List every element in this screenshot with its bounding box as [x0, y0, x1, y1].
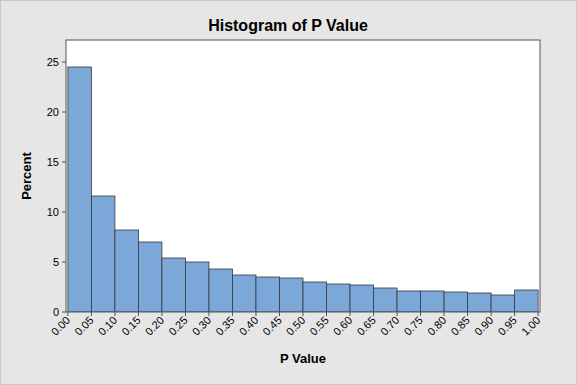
x-axis-label: P Value — [280, 351, 326, 366]
plot-frame — [66, 40, 540, 312]
x-tick-label: 0.60 — [331, 314, 355, 338]
x-tick-label: 0.40 — [237, 314, 261, 338]
x-tick-label: 0.05 — [72, 314, 96, 338]
x-tick-label: 0.25 — [166, 314, 190, 338]
bar — [491, 295, 515, 312]
x-tick — [467, 312, 468, 316]
bar — [162, 258, 186, 312]
x-tick — [326, 312, 327, 316]
x-tick — [255, 312, 256, 316]
background — [0, 0, 577, 385]
x-tick — [303, 312, 304, 316]
bar — [397, 291, 421, 312]
y-tick-label: 25 — [47, 56, 59, 68]
x-tick — [138, 312, 139, 316]
outer-border — [1, 1, 577, 385]
y-tick — [62, 262, 66, 263]
plot-area — [66, 40, 540, 312]
x-tick — [491, 312, 492, 316]
bar — [91, 196, 115, 312]
x-tick — [279, 312, 280, 316]
bar — [468, 293, 492, 312]
bar — [209, 269, 233, 312]
x-tick-label: 0.75 — [401, 314, 425, 338]
y-tick — [62, 212, 66, 213]
y-tick-label: 10 — [47, 206, 59, 218]
bar — [115, 230, 139, 312]
bar — [327, 284, 351, 312]
x-tick-label: 0.10 — [96, 314, 120, 338]
y-tick-label: 20 — [47, 106, 59, 118]
bar — [138, 242, 162, 312]
x-tick-label: 0.70 — [378, 314, 402, 338]
bar — [444, 292, 468, 312]
x-tick-label: 0.45 — [260, 314, 284, 338]
x-tick — [208, 312, 209, 316]
y-tick — [62, 62, 66, 63]
x-tick-label: 0.65 — [354, 314, 378, 338]
x-tick-label: 0.50 — [284, 314, 308, 338]
x-tick-label: 0.15 — [119, 314, 143, 338]
title: Histogram of P Value — [208, 17, 368, 34]
x-tick-label: 0.00 — [49, 314, 73, 338]
x-tick-label: 0.90 — [472, 314, 496, 338]
x-tick — [397, 312, 398, 316]
x-tick-label: 0.30 — [190, 314, 214, 338]
y-tick — [62, 312, 66, 313]
x-tick — [161, 312, 162, 316]
bar — [279, 278, 303, 312]
bar — [374, 288, 398, 312]
x-tick-label: 0.85 — [448, 314, 472, 338]
x-tick — [91, 312, 92, 316]
bar — [350, 285, 374, 312]
bar — [185, 262, 209, 312]
x-tick — [185, 312, 186, 316]
y-tick-label: 15 — [47, 156, 59, 168]
x-tick — [350, 312, 351, 316]
x-tick — [114, 312, 115, 316]
x-tick — [514, 312, 515, 316]
x-tick-label: 0.55 — [307, 314, 331, 338]
bar — [232, 275, 256, 312]
bar — [68, 67, 92, 312]
x-tick-label: 1.00 — [519, 314, 543, 338]
bar — [256, 277, 280, 312]
chart: Histogram of P Value05101520250.000.050.… — [0, 0, 577, 385]
x-tick-label: 0.20 — [143, 314, 167, 338]
x-tick — [420, 312, 421, 316]
y-tick — [62, 112, 66, 113]
x-tick-label: 0.35 — [213, 314, 237, 338]
y-tick-label: 5 — [53, 256, 59, 268]
x-tick — [373, 312, 374, 316]
x-tick — [444, 312, 445, 316]
bar — [421, 291, 445, 312]
y-axis-label: Percent — [19, 151, 34, 199]
bars — [68, 67, 538, 312]
bar — [303, 282, 327, 312]
x-tick — [67, 312, 68, 316]
x-tick-label: 0.95 — [495, 314, 519, 338]
y-tick-label: 0 — [53, 306, 59, 318]
x-tick-label: 0.80 — [425, 314, 449, 338]
y-tick — [62, 162, 66, 163]
x-tick — [232, 312, 233, 316]
bar — [515, 290, 539, 312]
x-tick — [538, 312, 539, 316]
